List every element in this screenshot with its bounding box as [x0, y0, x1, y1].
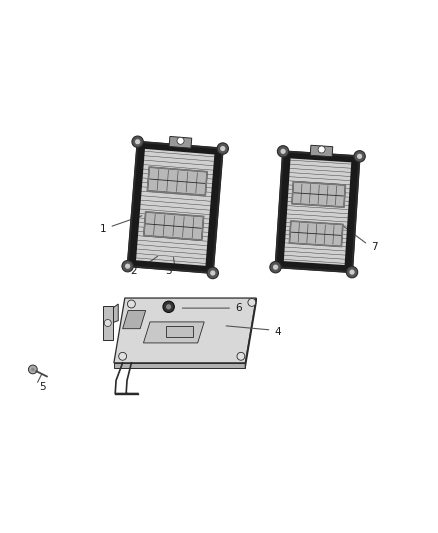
Circle shape: [125, 263, 130, 269]
Circle shape: [135, 139, 140, 144]
Circle shape: [127, 300, 135, 308]
Polygon shape: [114, 363, 245, 368]
Polygon shape: [127, 142, 223, 273]
Polygon shape: [292, 182, 346, 207]
Circle shape: [318, 146, 325, 153]
Text: 5: 5: [39, 382, 46, 392]
Polygon shape: [166, 326, 193, 337]
Polygon shape: [205, 148, 223, 273]
Polygon shape: [344, 156, 360, 272]
Polygon shape: [169, 136, 192, 148]
Circle shape: [248, 298, 256, 306]
Polygon shape: [283, 151, 360, 163]
Polygon shape: [276, 151, 360, 272]
Polygon shape: [276, 261, 353, 272]
Circle shape: [132, 136, 143, 148]
Polygon shape: [137, 142, 223, 155]
Circle shape: [166, 304, 171, 310]
Circle shape: [273, 264, 278, 270]
Circle shape: [122, 261, 133, 272]
Polygon shape: [290, 221, 343, 246]
Polygon shape: [143, 322, 204, 343]
Circle shape: [350, 270, 355, 275]
Circle shape: [280, 149, 286, 154]
Circle shape: [31, 368, 35, 371]
Polygon shape: [127, 260, 213, 273]
Circle shape: [354, 151, 365, 162]
Circle shape: [28, 365, 37, 374]
Polygon shape: [144, 212, 204, 240]
Circle shape: [270, 262, 281, 273]
Polygon shape: [276, 151, 291, 268]
Polygon shape: [123, 311, 145, 329]
Circle shape: [104, 319, 111, 327]
Circle shape: [177, 138, 184, 144]
Circle shape: [207, 268, 219, 279]
Circle shape: [119, 352, 127, 360]
Circle shape: [220, 146, 226, 151]
Text: 3: 3: [165, 266, 172, 276]
Text: 7: 7: [371, 242, 378, 252]
Text: 1: 1: [99, 224, 106, 235]
Circle shape: [217, 143, 229, 154]
Circle shape: [346, 266, 358, 278]
Text: 6: 6: [235, 303, 242, 313]
Circle shape: [277, 146, 289, 157]
Circle shape: [210, 270, 215, 276]
Text: 2: 2: [130, 266, 137, 276]
Polygon shape: [127, 142, 145, 267]
Polygon shape: [148, 167, 207, 196]
Circle shape: [357, 154, 362, 159]
Polygon shape: [114, 298, 256, 363]
Polygon shape: [310, 146, 333, 157]
Circle shape: [163, 301, 174, 312]
Circle shape: [237, 352, 245, 360]
Polygon shape: [245, 298, 256, 368]
Polygon shape: [103, 306, 113, 340]
Text: 4: 4: [275, 327, 282, 337]
Polygon shape: [112, 304, 118, 323]
